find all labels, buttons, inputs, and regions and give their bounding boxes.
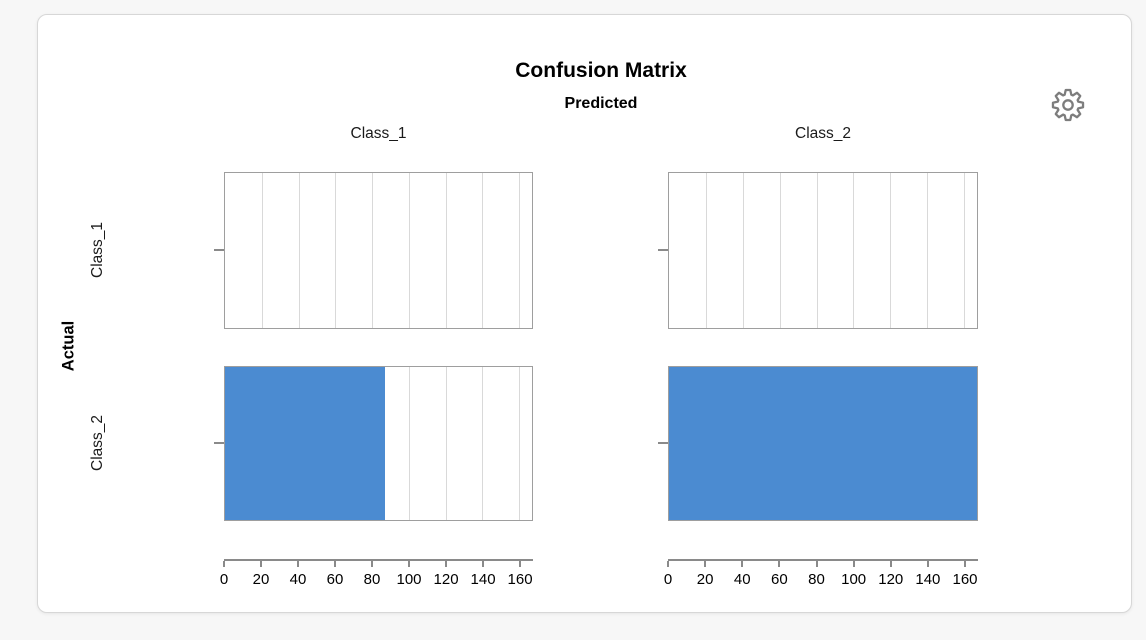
count-bar (669, 367, 977, 520)
panel-gridline (482, 173, 484, 328)
x-axis-tick-label: 60 (326, 571, 344, 588)
chart-card: Confusion Matrix Predicted Class_1 Class… (37, 14, 1132, 613)
x-axis-tick (223, 561, 225, 567)
x-axis-tick-label: 40 (733, 571, 751, 588)
x-axis-tick-label: 20 (252, 571, 270, 588)
predicted-dimension-label: Predicted (564, 95, 638, 112)
panel-gridline (779, 173, 781, 328)
x-axis-tick-label: 140 (470, 571, 496, 588)
x-axis-tick (482, 561, 485, 567)
x-axis-tick-label: 40 (289, 571, 307, 588)
row-label-class-1: Class_1 (89, 222, 106, 278)
y-axis-tick (214, 442, 224, 444)
x-axis-tick (926, 561, 929, 567)
x-axis-tick (815, 561, 818, 567)
x-axis-tick (741, 561, 744, 567)
x-axis-tick (889, 561, 892, 567)
panel-gridline (372, 173, 374, 328)
x-axis-tick (408, 561, 411, 567)
matrix-panel-actual1-predicted1 (224, 172, 533, 329)
matrix-panel-actual2-predicted2 (668, 366, 978, 521)
y-axis-tick (214, 249, 224, 251)
x-axis-line (668, 559, 978, 561)
panel-gridline (519, 173, 521, 328)
x-axis-tick-label: 120 (878, 571, 904, 588)
x-axis-tick (297, 561, 299, 567)
x-axis-tick (964, 561, 966, 567)
actual-dimension-label: Actual (59, 320, 78, 372)
x-axis-left: 0 20 40 60 80 100 120 140 160 (220, 559, 533, 604)
x-axis-tick-label: 140 (915, 571, 941, 588)
gear-icon (1051, 88, 1085, 122)
x-axis-tick-label: 80 (808, 571, 825, 588)
panel-gridline (816, 173, 818, 328)
panel-gridline (445, 173, 447, 328)
panel-gridline (335, 173, 337, 328)
x-axis-tick-label: 160 (507, 571, 533, 588)
chart-title: Confusion Matrix (515, 59, 687, 82)
x-axis-tick-label: 100 (841, 571, 867, 588)
panel-gridline (927, 173, 929, 328)
matrix-panel-actual1-predicted2 (668, 172, 978, 329)
x-axis-tick (334, 561, 337, 567)
panel-gridline (445, 367, 447, 520)
x-axis-tick (667, 561, 669, 567)
panel-gridline (705, 173, 707, 328)
panel-gridline (519, 367, 521, 520)
row-label-class-2: Class_2 (89, 415, 106, 471)
panel-gridline (742, 173, 744, 328)
panel-gridline (408, 367, 410, 520)
x-axis-right: 0 20 40 60 80 100 120 140 160 (664, 559, 978, 604)
panel-gridline (482, 367, 484, 520)
settings-button[interactable] (1048, 85, 1088, 125)
panel-gridline (298, 173, 300, 328)
x-axis-tick (260, 561, 262, 567)
matrix-panel-actual2-predicted1 (224, 366, 533, 521)
panel-gridline (853, 173, 855, 328)
x-axis-tick-label: 100 (396, 571, 422, 588)
x-axis-tick-label: 0 (219, 571, 229, 588)
panel-gridline (261, 173, 263, 328)
x-axis-tick (852, 561, 855, 567)
count-bar (225, 367, 385, 520)
x-axis-tick (704, 561, 707, 567)
column-label-class-1: Class_1 (350, 125, 407, 142)
x-axis-tick-label: 60 (771, 571, 788, 588)
x-axis-tick (445, 561, 448, 567)
panel-gridline (890, 173, 892, 328)
y-axis-tick (658, 249, 668, 251)
x-axis-tick-label: 80 (363, 571, 381, 588)
panel-gridline (964, 173, 966, 328)
column-label-class-2: Class_2 (795, 125, 851, 142)
y-axis-tick (658, 442, 668, 444)
x-axis-tick-label: 20 (696, 571, 714, 588)
x-axis-tick-label: 160 (952, 571, 978, 588)
x-axis-tick (371, 561, 374, 567)
x-axis-tick (519, 561, 522, 567)
panel-gridline (408, 173, 410, 328)
x-axis-tick (778, 561, 781, 567)
x-axis-tick-label: 0 (663, 571, 673, 588)
x-axis-line (224, 559, 533, 561)
x-axis-tick-label: 120 (433, 571, 459, 588)
